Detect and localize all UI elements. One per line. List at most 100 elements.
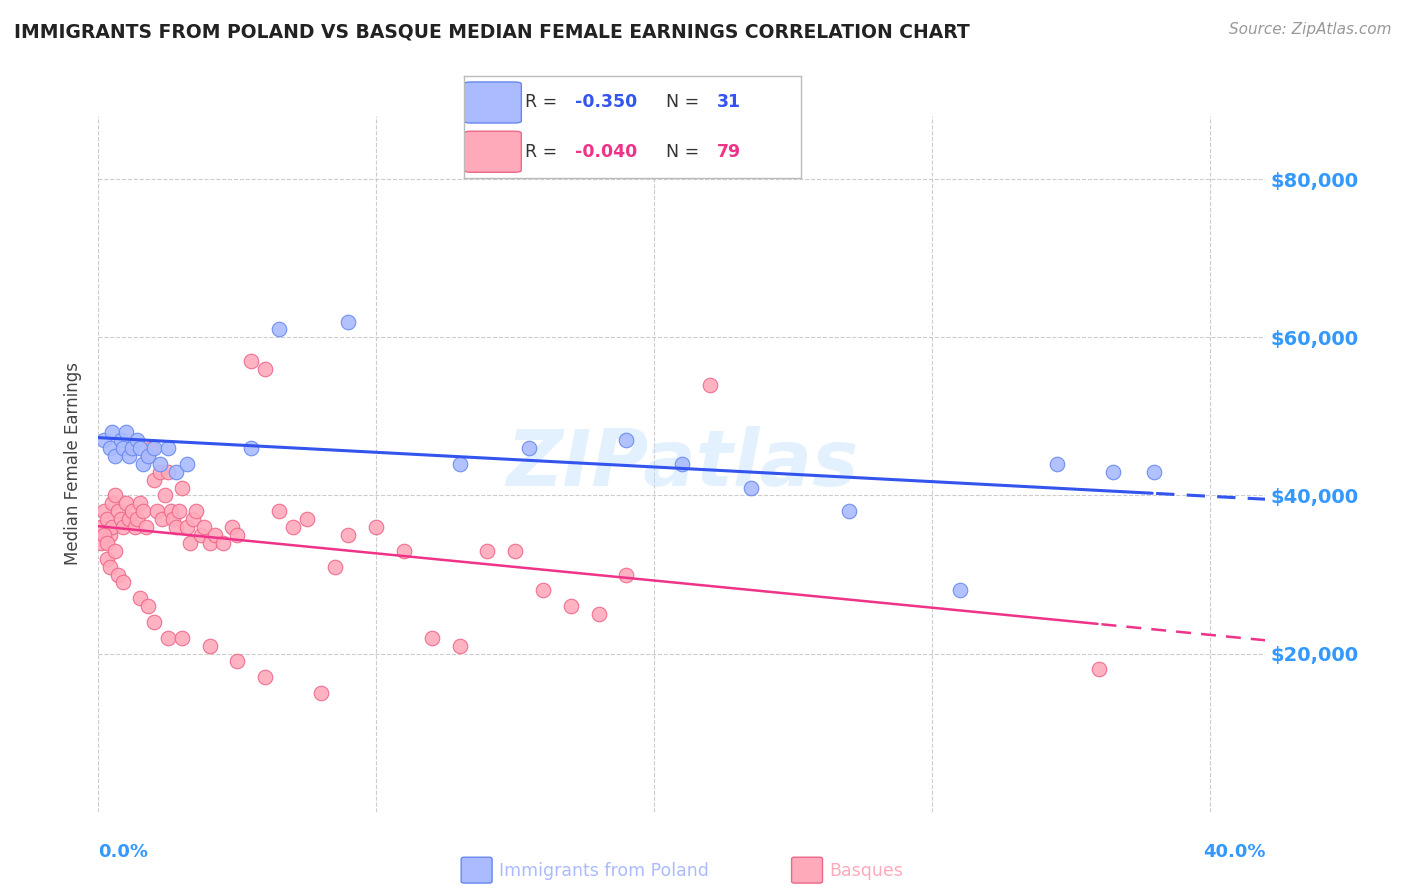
Point xyxy=(150,512,173,526)
Point xyxy=(110,512,132,526)
Point xyxy=(212,536,235,550)
Point xyxy=(170,481,193,495)
Point xyxy=(167,504,190,518)
Point xyxy=(98,441,121,455)
Point xyxy=(181,512,204,526)
Point xyxy=(121,441,143,455)
Point xyxy=(96,536,118,550)
Text: R =: R = xyxy=(524,143,562,161)
Point xyxy=(366,520,388,534)
Point xyxy=(143,615,166,629)
Point xyxy=(281,520,304,534)
Point xyxy=(118,449,141,463)
Point xyxy=(138,449,160,463)
Point xyxy=(449,457,471,471)
Point xyxy=(323,559,346,574)
Point xyxy=(254,362,277,376)
Point xyxy=(1046,457,1069,471)
Point xyxy=(107,567,129,582)
Point xyxy=(93,528,115,542)
Point xyxy=(132,457,155,471)
Point xyxy=(156,441,179,455)
Point xyxy=(267,504,290,518)
Point xyxy=(127,512,149,526)
Point xyxy=(112,575,135,590)
Point xyxy=(138,449,160,463)
Point xyxy=(124,520,146,534)
Point xyxy=(129,591,152,606)
Point xyxy=(98,559,121,574)
Point xyxy=(143,473,166,487)
Text: 31: 31 xyxy=(717,94,741,112)
Point xyxy=(132,504,155,518)
Point xyxy=(153,488,176,502)
Point xyxy=(267,322,290,336)
Y-axis label: Median Female Earnings: Median Female Earnings xyxy=(65,362,83,566)
Point xyxy=(98,528,121,542)
Point xyxy=(143,441,166,455)
Point xyxy=(110,433,132,447)
Point xyxy=(1087,662,1109,676)
Point xyxy=(101,520,124,534)
Point xyxy=(156,465,179,479)
Point xyxy=(156,631,179,645)
Point xyxy=(118,512,141,526)
Text: N =: N = xyxy=(666,143,706,161)
Point xyxy=(740,481,762,495)
Text: ZIPatlas: ZIPatlas xyxy=(506,425,858,502)
Point xyxy=(531,583,554,598)
Point xyxy=(112,520,135,534)
Point xyxy=(104,488,127,502)
Text: 0.0%: 0.0% xyxy=(98,843,149,861)
Point xyxy=(129,496,152,510)
Point xyxy=(93,433,115,447)
Point xyxy=(588,607,610,621)
Point xyxy=(162,512,184,526)
Point xyxy=(159,504,181,518)
FancyBboxPatch shape xyxy=(464,82,522,123)
Point xyxy=(198,639,221,653)
Point xyxy=(226,655,249,669)
Point xyxy=(295,512,318,526)
Point xyxy=(96,551,118,566)
Text: -0.040: -0.040 xyxy=(575,143,637,161)
Text: IMMIGRANTS FROM POLAND VS BASQUE MEDIAN FEMALE EARNINGS CORRELATION CHART: IMMIGRANTS FROM POLAND VS BASQUE MEDIAN … xyxy=(14,22,970,41)
Point xyxy=(838,504,860,518)
Point xyxy=(614,433,637,447)
Point xyxy=(221,520,243,534)
Point xyxy=(392,544,415,558)
Point xyxy=(107,504,129,518)
Point xyxy=(420,631,443,645)
Point xyxy=(503,544,526,558)
Point xyxy=(138,599,160,614)
FancyBboxPatch shape xyxy=(464,131,522,172)
Text: 79: 79 xyxy=(717,143,741,161)
Point xyxy=(477,544,499,558)
Point xyxy=(101,496,124,510)
Point xyxy=(198,536,221,550)
Point xyxy=(104,449,127,463)
Point xyxy=(104,544,127,558)
Point xyxy=(190,528,212,542)
Point xyxy=(193,520,215,534)
Point xyxy=(96,512,118,526)
Point xyxy=(135,520,157,534)
Text: Source: ZipAtlas.com: Source: ZipAtlas.com xyxy=(1229,22,1392,37)
Point xyxy=(115,496,138,510)
Point xyxy=(204,528,226,542)
Point xyxy=(101,425,124,440)
Text: N =: N = xyxy=(666,94,706,112)
Point xyxy=(93,504,115,518)
Point xyxy=(254,670,277,684)
Point xyxy=(127,433,149,447)
Point xyxy=(240,441,263,455)
Point xyxy=(165,520,187,534)
Point xyxy=(1101,465,1123,479)
Text: 40.0%: 40.0% xyxy=(1204,843,1265,861)
Point xyxy=(90,520,112,534)
Point xyxy=(148,457,170,471)
Point xyxy=(129,441,152,455)
Point xyxy=(449,639,471,653)
Point xyxy=(337,528,360,542)
Point xyxy=(699,377,721,392)
